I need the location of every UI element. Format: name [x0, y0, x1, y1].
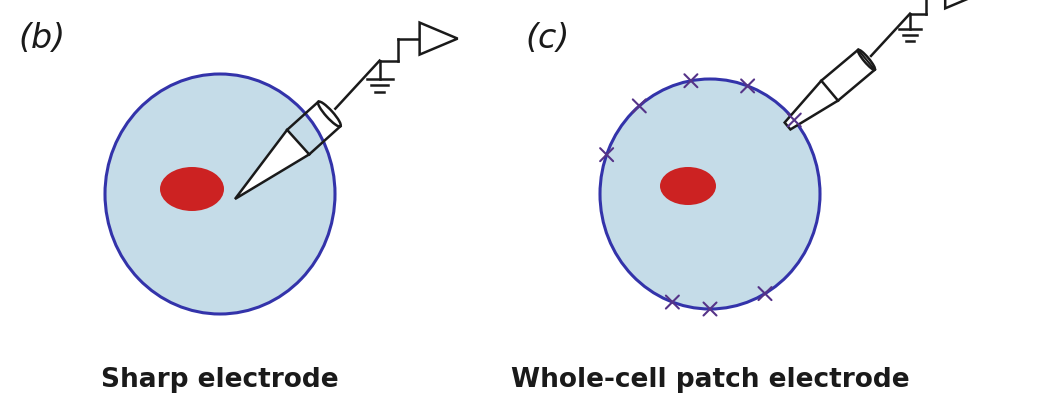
Polygon shape — [419, 24, 458, 56]
Ellipse shape — [160, 168, 224, 211]
Text: Sharp electrode: Sharp electrode — [101, 366, 339, 392]
Polygon shape — [945, 0, 979, 9]
Text: (c): (c) — [525, 22, 569, 55]
Text: (b): (b) — [18, 22, 66, 55]
Ellipse shape — [660, 168, 716, 205]
Ellipse shape — [318, 102, 341, 127]
Ellipse shape — [105, 75, 335, 314]
Text: Whole-cell patch electrode: Whole-cell patch electrode — [511, 366, 909, 392]
Polygon shape — [235, 130, 309, 200]
Polygon shape — [784, 81, 838, 130]
Ellipse shape — [858, 51, 875, 71]
Ellipse shape — [600, 80, 820, 309]
